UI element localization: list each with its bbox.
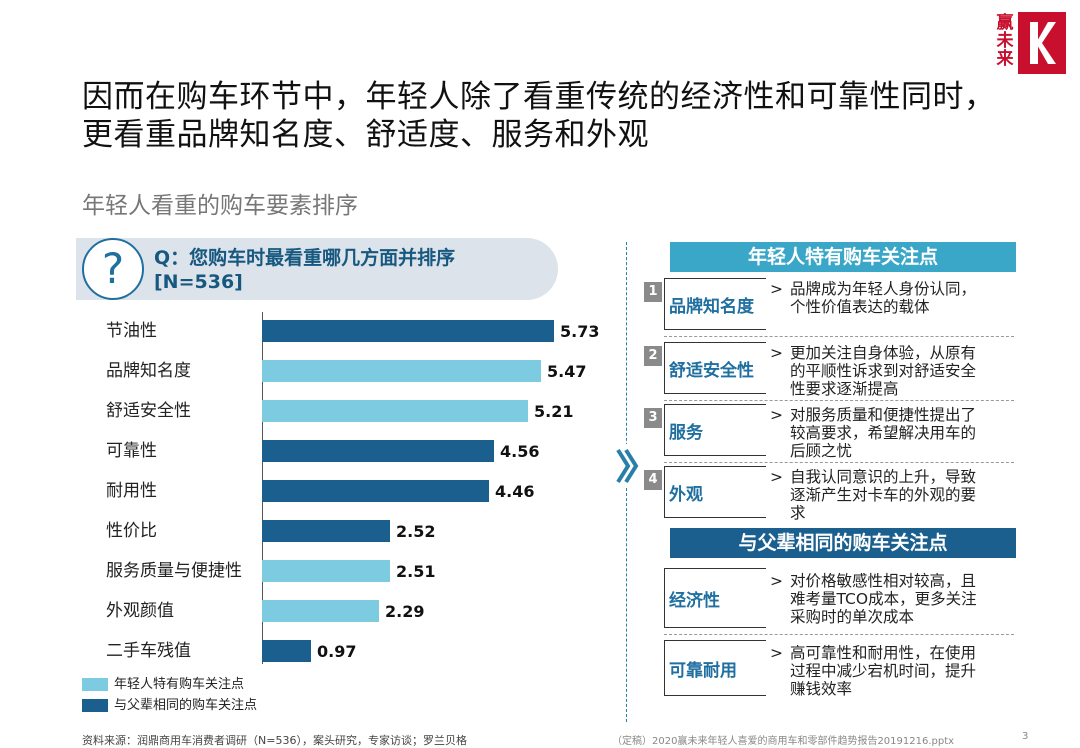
description-line: 对服务质量和便捷性提出了 [790, 406, 977, 424]
bar-5 [262, 480, 489, 502]
description-line: 自我认同意识的上升，导致 [790, 468, 977, 486]
description-line: 过程中减少宕机时间，提升 [790, 662, 977, 680]
category-label: 外观颜值 [106, 601, 174, 621]
legend-label-light: 年轻人特有购车关注点 [114, 677, 245, 692]
value-label: 2.29 [385, 602, 425, 621]
legend-label-dark: 与父辈相同的购车关注点 [114, 698, 258, 713]
description-line: 采购时的单次成本 [790, 608, 915, 626]
question-text: Q：您购车时最看重哪几方面并排序 [N=536] [154, 246, 455, 294]
category-label: 服务质量与便捷性 [106, 561, 242, 581]
question-sample-size: [N=536] [154, 271, 243, 293]
legend-swatch-dark [82, 699, 108, 712]
bullet-marker: > [770, 644, 783, 662]
description-line: 逐渐产生对卡车的外观的要 [790, 486, 977, 504]
footer-filename: （定稿）2020赢未来年轻人喜爱的商用车和零部件趋势报告20191216.ppt… [612, 736, 955, 747]
question-line1: Q：您购车时最看重哪几方面并排序 [154, 247, 456, 269]
section-header-young: 年轻人特有购车关注点 [670, 242, 1016, 272]
category-label: 二手车残值 [106, 641, 191, 661]
bullet-marker: > [770, 572, 783, 590]
item-separator [664, 462, 1014, 463]
description-line: 的平顺性诉求到对舒适安全 [790, 362, 977, 380]
bar-7 [262, 560, 390, 582]
description-line: 个性价值表达的载体 [790, 298, 930, 316]
factor-description: > 自我认同意识的上升，导致 逐渐产生对卡车的外观的要求 [770, 468, 1012, 522]
value-label: 0.97 [317, 642, 357, 661]
bullet-marker: > [770, 344, 783, 362]
category-label: 品牌知名度 [106, 361, 191, 381]
factor-name: 可靠耐用 [664, 640, 766, 696]
bullet-marker: > [770, 406, 783, 424]
question-banner [76, 238, 558, 300]
category-label: 耐用性 [106, 481, 157, 501]
source-note: 资料来源：润鼎商用车消费者调研（N=536），案头研究，专家访谈；罗兰贝格 [82, 734, 467, 747]
factor-description: > 更加关注自身体验，从原有 的平顺性诉求到对舒适安全 性要求逐渐提高 [770, 344, 1012, 398]
value-label: 2.52 [396, 522, 436, 541]
bar-8 [262, 600, 379, 622]
chevron-right-icon [612, 444, 640, 488]
item-separator [664, 634, 1014, 635]
brand-logo-text: 赢未来 [996, 13, 1014, 69]
description-line: 较高要求，希望解决用车的 [790, 424, 977, 442]
item-separator [664, 336, 1014, 337]
legend-swatch-light [82, 678, 108, 691]
factor-name: 服务 [664, 404, 766, 456]
category-label: 性价比 [106, 521, 157, 541]
bar-4 [262, 440, 494, 462]
factor-description: > 对服务质量和便捷性提出了 较高要求，希望解决用车的 后顾之忧 [770, 406, 1012, 460]
factor-name: 舒适安全性 [664, 342, 766, 394]
bar-2 [262, 360, 541, 382]
value-label: 4.56 [500, 442, 540, 461]
question-icon: ? [82, 238, 144, 300]
value-label: 5.21 [534, 402, 574, 421]
description-line: 后顾之忧 [790, 442, 853, 460]
factor-number: 4 [644, 470, 662, 490]
description-line: 赚钱效率 [790, 680, 853, 698]
factor-name: 经济性 [664, 568, 766, 628]
description-line: 更加关注自身体验，从原有 [790, 344, 977, 362]
factor-description: > 品牌成为年轻人身份认同， 个性价值表达的载体 [770, 280, 1012, 316]
factor-number: 1 [644, 282, 662, 302]
bullet-marker: > [770, 280, 783, 298]
factor-number: 2 [644, 346, 662, 366]
factor-name: 外观 [664, 466, 766, 518]
bullet-marker: > [770, 468, 783, 486]
category-label: 舒适安全性 [106, 401, 191, 421]
page-number: 3 [1022, 731, 1029, 742]
slide-title-line1: 因而在购车环节中，年轻人除了看重传统的经济性和可靠性同时， [82, 79, 996, 115]
chart-subtitle: 年轻人看重的购车要素排序 [82, 193, 358, 219]
bar-1 [262, 320, 554, 342]
section-header-shared: 与父辈相同的购车关注点 [670, 528, 1016, 558]
factor-description: > 高可靠性和耐用性，在使用 过程中减少宕机时间，提升 赚钱效率 [770, 644, 1012, 698]
value-label: 4.46 [495, 482, 535, 501]
description-line: 性要求逐渐提高 [790, 380, 899, 398]
description-line: 品牌成为年轻人身份认同， [790, 280, 977, 298]
bar-6 [262, 520, 390, 542]
item-separator [664, 400, 1014, 401]
brand-logo-icon [1018, 12, 1066, 74]
category-label: 可靠性 [106, 441, 157, 461]
value-label: 2.51 [396, 562, 436, 581]
factor-name: 品牌知名度 [664, 278, 766, 330]
value-label: 5.73 [560, 322, 600, 341]
description-line: 对价格敏感性相对较高，且 [790, 572, 977, 590]
factor-number: 3 [644, 408, 662, 428]
description-line: 高可靠性和耐用性，在使用 [790, 644, 977, 662]
description-line: 难考量TCO成本，更多关注 [790, 590, 977, 608]
description-line: 求 [790, 504, 806, 522]
value-label: 5.47 [547, 362, 587, 381]
factor-description: > 对价格敏感性相对较高，且 难考量TCO成本，更多关注 采购时的单次成本 [770, 572, 1012, 626]
category-label: 节油性 [106, 321, 157, 341]
slide-title-line2: 更看重品牌知名度、舒适度、服务和外观 [82, 117, 649, 153]
bar-3 [262, 400, 528, 422]
bar-9 [262, 640, 311, 662]
